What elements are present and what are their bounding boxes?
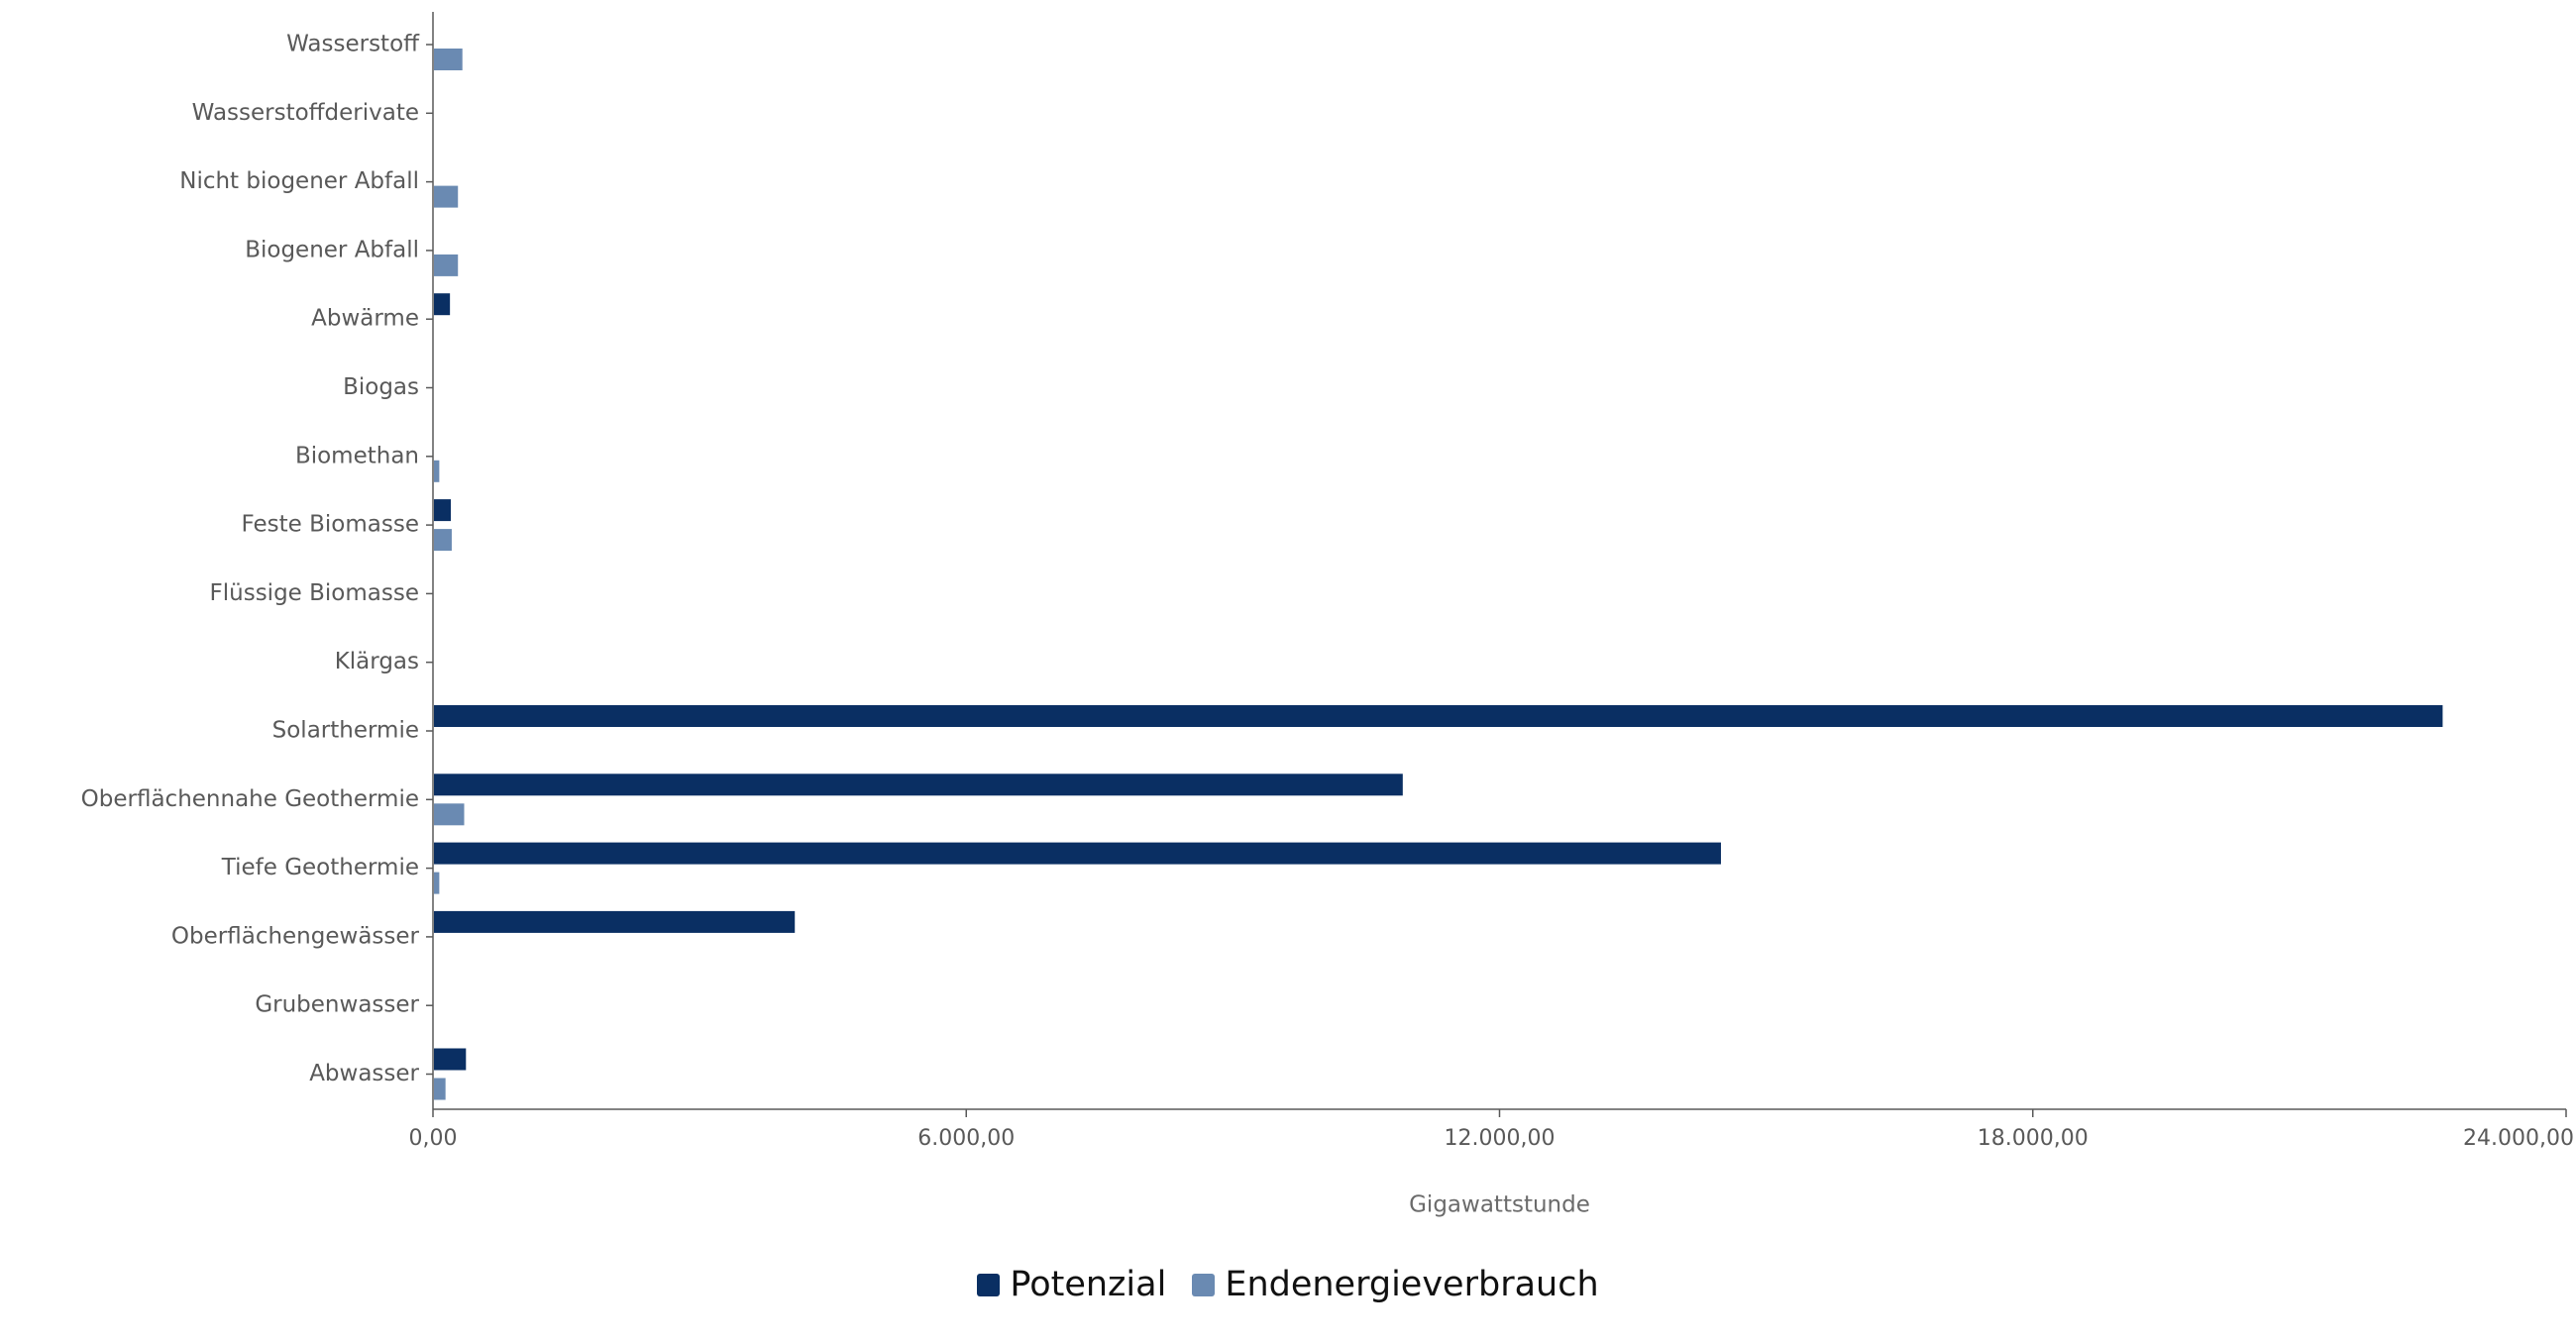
bar-endenergieverbrauch-6[interactable] <box>434 460 440 482</box>
y-tick-label: Feste Biomasse <box>242 512 419 538</box>
x-tick-label: 24.000,00 <box>2463 1126 2574 1151</box>
x-axis-title: Gigawattstunde <box>1409 1192 1590 1218</box>
bars-group <box>434 49 2443 1100</box>
bar-potenzial-15[interactable] <box>434 1048 467 1071</box>
y-tick-label: Oberflächengewässer <box>171 923 420 949</box>
legend: Potenzial Endenergieverbrauch <box>0 1265 2576 1304</box>
bar-potenzial-12[interactable] <box>434 842 1721 865</box>
bar-endenergieverbrauch-7[interactable] <box>434 529 452 552</box>
bar-potenzial-7[interactable] <box>434 499 452 522</box>
y-tick-label: Abwärme <box>311 306 419 332</box>
legend-label-potenzial: Potenzial <box>1010 1265 1167 1304</box>
y-tick-label: Abwasser <box>309 1061 419 1086</box>
bar-potenzial-11[interactable] <box>434 774 1403 796</box>
legend-label-endenergieverbrauch: Endenergieverbrauch <box>1225 1265 1599 1304</box>
y-tick-label: Biogener Abfall <box>245 237 419 262</box>
y-axis: Wasserstoff Wasserstoffderivate Nicht biog… <box>81 12 434 1109</box>
legend-item-endenergieverbrauch[interactable]: Endenergieverbrauch <box>1192 1265 1599 1304</box>
y-tick-label: Wasserstoffderivate <box>192 100 419 126</box>
y-tick-label: Oberflächennahe Geothermie <box>81 786 419 812</box>
bar-endenergieverbrauch-2[interactable] <box>434 185 459 208</box>
y-tick-label: Nicht biogener Abfall <box>179 168 419 194</box>
legend-item-potenzial[interactable]: Potenzial <box>977 1265 1166 1304</box>
x-tick-label: 6.000,00 <box>917 1126 1015 1151</box>
legend-swatch-endenergieverbrauch <box>1192 1273 1216 1296</box>
y-tick-label: Wasserstoff <box>286 32 420 57</box>
bar-endenergieverbrauch-11[interactable] <box>434 803 465 826</box>
x-tick-label: 12.000,00 <box>1445 1126 1556 1151</box>
y-tick-label: Tiefe Geothermie <box>221 855 419 880</box>
x-axis: 0,00 6.000,00 12.000,00 18.000,00 24.000,00 <box>409 1108 2574 1151</box>
bar-potenzial-10[interactable] <box>434 705 2443 727</box>
bar-endenergieverbrauch-0[interactable] <box>434 49 463 70</box>
y-tick-label: Flüssige Biomasse <box>210 580 419 606</box>
bar-potenzial-13[interactable] <box>434 910 796 933</box>
y-tick-label: Biogas <box>343 374 419 400</box>
y-tick-label: Klärgas <box>335 649 419 674</box>
legend-swatch-potenzial <box>977 1273 1001 1296</box>
x-tick-label: 18.000,00 <box>1978 1126 2089 1151</box>
bar-endenergieverbrauch-3[interactable] <box>434 254 459 276</box>
bar-endenergieverbrauch-15[interactable] <box>434 1078 446 1100</box>
y-tick-label: Solarthermie <box>272 718 419 744</box>
y-tick-label: Grubenwasser <box>255 992 419 1018</box>
bar-potenzial-4[interactable] <box>434 293 451 316</box>
y-tick-label: Biomethan <box>295 443 419 468</box>
bar-endenergieverbrauch-12[interactable] <box>434 872 440 894</box>
x-tick-label: 0,00 <box>409 1126 458 1151</box>
